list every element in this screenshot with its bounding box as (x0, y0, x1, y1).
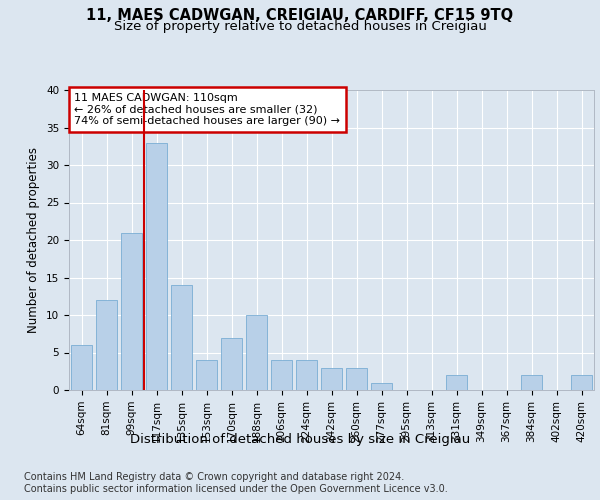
Text: 11, MAES CADWGAN, CREIGIAU, CARDIFF, CF15 9TQ: 11, MAES CADWGAN, CREIGIAU, CARDIFF, CF1… (86, 8, 514, 22)
Bar (271, 360, 292, 390)
Text: 11 MAES CADWGAN: 110sqm
← 26% of detached houses are smaller (32)
74% of semi-de: 11 MAES CADWGAN: 110sqm ← 26% of detache… (74, 93, 340, 126)
Bar (71, 345, 92, 390)
Bar (371, 382, 392, 390)
Bar (96, 300, 117, 390)
Bar (571, 375, 592, 390)
Bar (121, 232, 142, 390)
Bar (146, 142, 167, 390)
Text: Contains public sector information licensed under the Open Government Licence v3: Contains public sector information licen… (24, 484, 448, 494)
Bar (521, 375, 542, 390)
Bar (171, 285, 192, 390)
Bar (196, 360, 217, 390)
Text: Contains HM Land Registry data © Crown copyright and database right 2024.: Contains HM Land Registry data © Crown c… (24, 472, 404, 482)
Text: Size of property relative to detached houses in Creigiau: Size of property relative to detached ho… (113, 20, 487, 33)
Bar (296, 360, 317, 390)
Bar (446, 375, 467, 390)
Bar (321, 368, 342, 390)
Bar (246, 315, 267, 390)
Bar (221, 338, 242, 390)
Y-axis label: Number of detached properties: Number of detached properties (28, 147, 40, 333)
Bar (346, 368, 367, 390)
Text: Distribution of detached houses by size in Creigiau: Distribution of detached houses by size … (130, 432, 470, 446)
